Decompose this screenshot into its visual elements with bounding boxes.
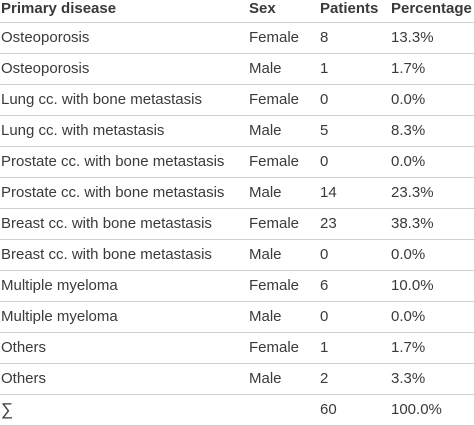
cell-primary-disease: Others [0,363,248,395]
cell-sex: Male [248,239,319,271]
cell-primary-disease: Multiple myeloma [0,301,248,333]
table-row: Prostate cc. with bone metastasis Female… [0,146,474,178]
cell-patients: 5 [319,115,390,147]
total-row: ∑ 60 100.0% [0,394,474,426]
total-sex [248,394,319,426]
cell-patients: 8 [319,22,390,54]
cell-percentage: 38.3% [390,208,474,240]
cell-percentage: 0.0% [390,301,474,333]
cell-percentage: 13.3% [390,22,474,54]
cell-sex: Male [248,115,319,147]
cell-patients: 0 [319,146,390,178]
table-row: Osteoporosis Female 8 13.3% [0,22,474,54]
cell-percentage: 1.7% [390,332,474,364]
table-row: Lung cc. with bone metastasis Female 0 0… [0,84,474,116]
cell-percentage: 8.3% [390,115,474,147]
cell-primary-disease: Lung cc. with bone metastasis [0,84,248,116]
table-row: Breast cc. with bone metastasis Male 0 0… [0,239,474,271]
cell-sex: Female [248,270,319,302]
cell-patients: 6 [319,270,390,302]
cell-primary-disease: Multiple myeloma [0,270,248,302]
cell-sex: Female [248,22,319,54]
cell-patients: 1 [319,332,390,364]
cell-sex: Female [248,208,319,240]
cell-percentage: 23.3% [390,177,474,209]
table-row: Osteoporosis Male 1 1.7% [0,53,474,85]
cell-primary-disease: Prostate cc. with bone metastasis [0,177,248,209]
cell-primary-disease: Breast cc. with bone metastasis [0,208,248,240]
cell-patients: 23 [319,208,390,240]
total-percentage: 100.0% [390,394,474,426]
cell-sex: Female [248,146,319,178]
cell-sex: Male [248,53,319,85]
cell-primary-disease: Prostate cc. with bone metastasis [0,146,248,178]
header-primary-disease: Primary disease [0,0,248,23]
table-row: Multiple myeloma Male 0 0.0% [0,301,474,333]
cell-sex: Male [248,177,319,209]
cell-percentage: 0.0% [390,239,474,271]
cell-percentage: 1.7% [390,53,474,85]
cell-patients: 0 [319,239,390,271]
cell-patients: 0 [319,84,390,116]
cell-primary-disease: Osteoporosis [0,53,248,85]
cell-sex: Male [248,301,319,333]
table-header-row: Primary disease Sex Patients Percentage [0,0,474,23]
cell-primary-disease: Lung cc. with metastasis [0,115,248,147]
cell-sex: Male [248,363,319,395]
cell-sex: Female [248,84,319,116]
table-row: Prostate cc. with bone metastasis Male 1… [0,177,474,209]
cell-primary-disease: Others [0,332,248,364]
table-row: Others Female 1 1.7% [0,332,474,364]
cell-sex: Female [248,332,319,364]
cell-patients: 1 [319,53,390,85]
cell-percentage: 0.0% [390,84,474,116]
table-row: Multiple myeloma Female 6 10.0% [0,270,474,302]
table-row: Others Male 2 3.3% [0,363,474,395]
header-sex: Sex [248,0,319,23]
cell-patients: 0 [319,301,390,333]
cell-primary-disease: Osteoporosis [0,22,248,54]
total-patients: 60 [319,394,390,426]
header-patients: Patients [319,0,390,23]
table-row: Lung cc. with metastasis Male 5 8.3% [0,115,474,147]
cell-percentage: 10.0% [390,270,474,302]
cell-patients: 2 [319,363,390,395]
cell-percentage: 0.0% [390,146,474,178]
cell-percentage: 3.3% [390,363,474,395]
cell-primary-disease: Breast cc. with bone metastasis [0,239,248,271]
table-row: Breast cc. with bone metastasis Female 2… [0,208,474,240]
header-percentage: Percentage [390,0,474,23]
cell-patients: 14 [319,177,390,209]
sum-symbol: ∑ [0,394,248,426]
